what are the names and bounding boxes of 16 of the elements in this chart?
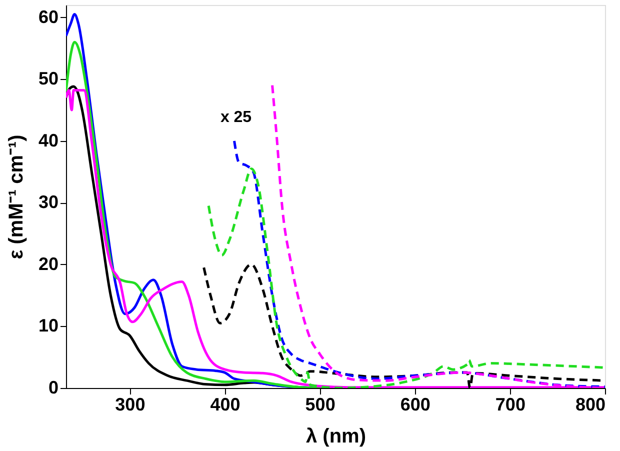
annotation: x 25 <box>220 109 252 126</box>
y-tick-label: 60 <box>38 6 58 27</box>
x-tick-label: 800 <box>575 394 606 414</box>
y-tick-label: 40 <box>38 130 58 150</box>
x-tick-label: 500 <box>305 394 336 414</box>
y-tick-label: 0 <box>48 378 58 398</box>
y-axis-title: ε (mM⁻¹ cm⁻¹) <box>5 134 28 260</box>
y-tick-label: 50 <box>38 68 58 89</box>
y-tick-label: 10 <box>38 316 58 336</box>
x-tick-label: 600 <box>400 394 430 414</box>
x-axis-title: λ (nm) <box>306 426 366 448</box>
x-tick-label: 300 <box>115 394 146 414</box>
y-tick-label: 20 <box>38 254 58 274</box>
x-tick-label: 700 <box>495 394 526 414</box>
x-tick-label: 400 <box>210 394 240 414</box>
y-tick-label: 30 <box>38 192 58 212</box>
